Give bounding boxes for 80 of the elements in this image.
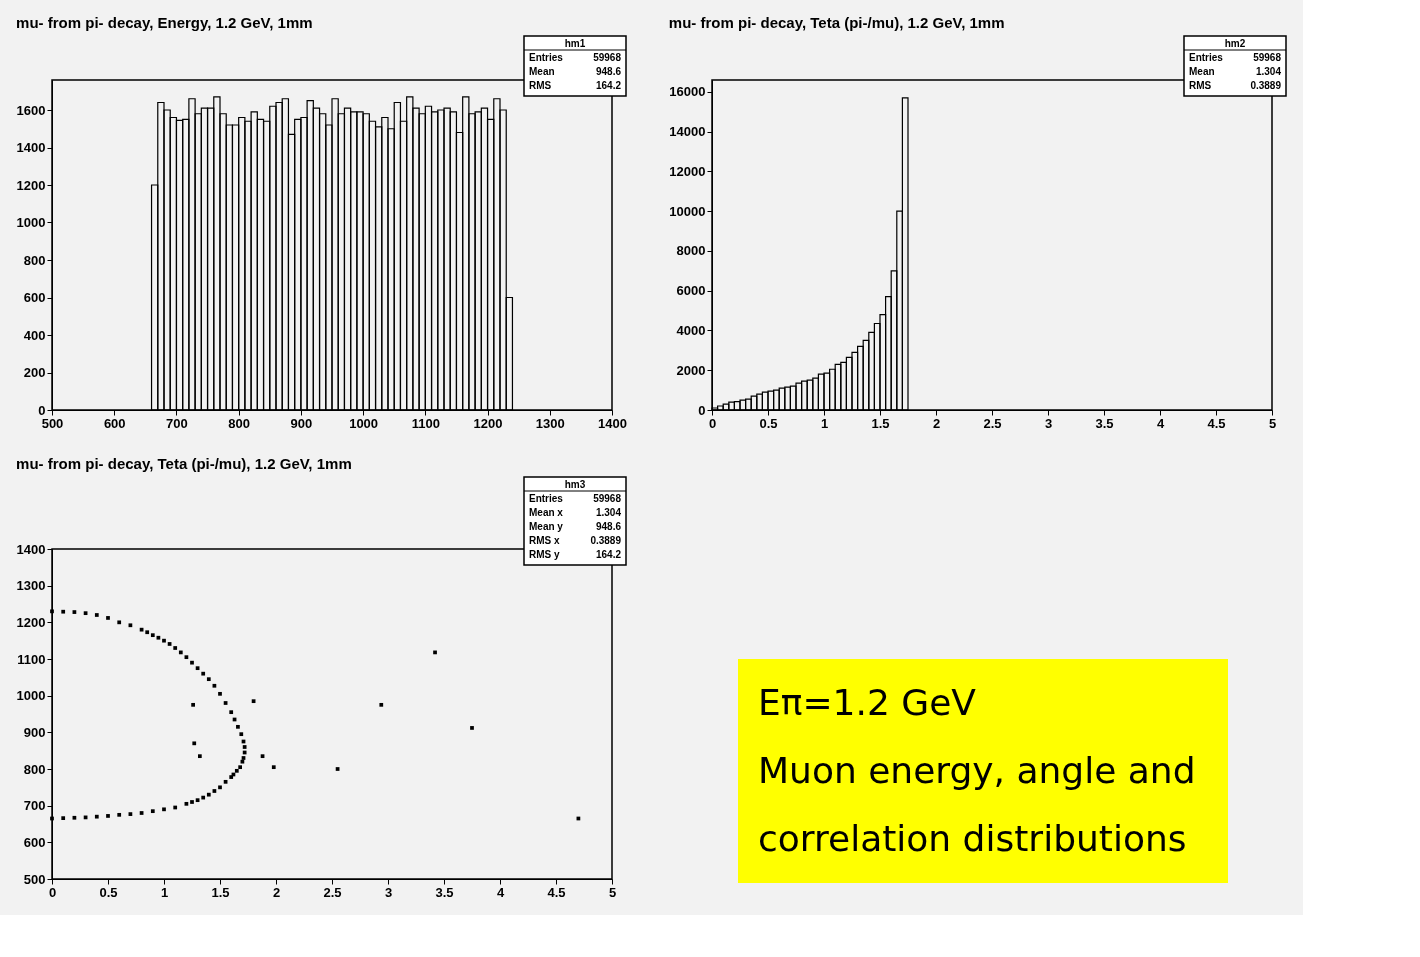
y-tick-label: 8000 [676, 243, 706, 259]
y-tick-label: 1200 [16, 614, 46, 630]
x-tick-label: 2 [272, 884, 281, 900]
x-tick-label: 1300 [535, 415, 565, 431]
x-tick-label: 1000 [349, 415, 379, 431]
chart-title: mu- from pi- decay, Teta (pi-/mu), 1.2 GeV, 1mm [668, 14, 1005, 32]
text: Entries 59968 [529, 52, 621, 63]
x-tick-label: 700 [166, 415, 188, 431]
x-tick-label: 0 [708, 415, 717, 431]
text: Mean 948.6 [529, 66, 621, 77]
x-tick-label: 3 [384, 884, 393, 900]
x-tick-label: 3.5 [435, 884, 454, 900]
x-tick-label: 4.5 [547, 884, 566, 900]
y-tick-label: 1000 [16, 688, 46, 704]
x-tick-label: 1.5 [211, 884, 230, 900]
y-tick-label: 700 [23, 798, 46, 814]
text: Mean 1.304 [1189, 66, 1281, 77]
y-tick-label: 800 [23, 761, 46, 777]
x-tick-label: 2.5 [323, 884, 342, 900]
x-tick-label: 500 [41, 415, 64, 431]
text: hm1 [564, 38, 586, 49]
y-tick-label: 900 [23, 724, 46, 740]
text: RMS 0.3889 [1189, 80, 1281, 91]
y-tick-label: 600 [23, 290, 46, 305]
y-tick-label: 500 [23, 871, 46, 887]
y-tick-label: 1300 [16, 578, 46, 594]
y-tick-label: 4000 [676, 322, 706, 338]
y-tick-label: 400 [23, 327, 46, 343]
y-tick-label: 1400 [16, 140, 46, 155]
x-tick-label: 4 [1156, 415, 1165, 431]
text: Muon energy, angle and [758, 750, 1196, 791]
text: Entries 59968 [1189, 52, 1281, 63]
x-tick-label: 3.5 [1095, 415, 1114, 431]
chart-title: mu- from pi- decay, Energy, 1.2 GeV, 1mm [16, 14, 313, 32]
y-tick-label: 16000 [669, 84, 706, 100]
y-tick-label: 2000 [676, 362, 706, 378]
y-tick-label: 200 [23, 365, 46, 380]
x-tick-label: 2.5 [983, 415, 1002, 431]
text: Eπ=1.2 GeV [758, 682, 977, 723]
y-tick-label: 1600 [16, 102, 46, 118]
x-tick-label: 2 [932, 415, 941, 431]
y-tick-label: 1400 [16, 541, 46, 557]
x-tick-label: 0.5 [99, 884, 118, 900]
x-tick-label: 3 [1044, 415, 1053, 431]
text: Entries 59968 [529, 493, 621, 504]
y-tick-label: 10000 [669, 203, 706, 219]
y-tick-label: 1200 [16, 177, 46, 193]
x-tick-label: 0 [48, 884, 57, 900]
x-tick-label: 1 [160, 884, 169, 900]
x-tick-label: 0.5 [759, 415, 778, 431]
x-tick-label: 4 [496, 884, 505, 900]
x-tick-label: 5 [608, 884, 617, 900]
y-tick-label: 14000 [669, 124, 706, 140]
chart-title: mu- from pi- decay, Teta (pi-/mu), 1.2 GeV, 1mm [16, 455, 352, 473]
x-tick-label: 900 [290, 415, 313, 431]
text: hm3 [564, 479, 586, 490]
text: correlation distributions [758, 818, 1187, 859]
x-tick-label: 4.5 [1207, 415, 1226, 431]
y-tick-label: 600 [23, 834, 46, 850]
text: RMS x 0.3889 [529, 535, 621, 546]
x-tick-label: 1.5 [871, 415, 890, 431]
y-tick-label: 0 [38, 402, 46, 418]
text: RMS 164.2 [529, 80, 621, 91]
y-tick-label: 6000 [676, 283, 706, 299]
x-tick-label: 600 [103, 415, 126, 431]
x-tick-label: 5 [1268, 415, 1277, 431]
x-tick-label: 1200 [473, 415, 503, 431]
x-tick-label: 1 [820, 415, 829, 431]
x-tick-label: 800 [228, 415, 251, 431]
text: hm2 [1224, 38, 1246, 49]
x-tick-label: 1400 [598, 415, 627, 431]
text: Mean x 1.304 [529, 507, 621, 518]
y-tick-label: 0 [698, 402, 706, 418]
y-tick-label: 12000 [669, 163, 706, 179]
text: Mean y 948.6 [529, 521, 621, 532]
y-tick-label: 1100 [17, 651, 46, 667]
x-tick-label: 1100 [411, 415, 440, 431]
text: RMS y 164.2 [529, 549, 621, 560]
y-tick-label: 800 [23, 252, 46, 268]
y-tick-label: 1000 [16, 215, 46, 230]
